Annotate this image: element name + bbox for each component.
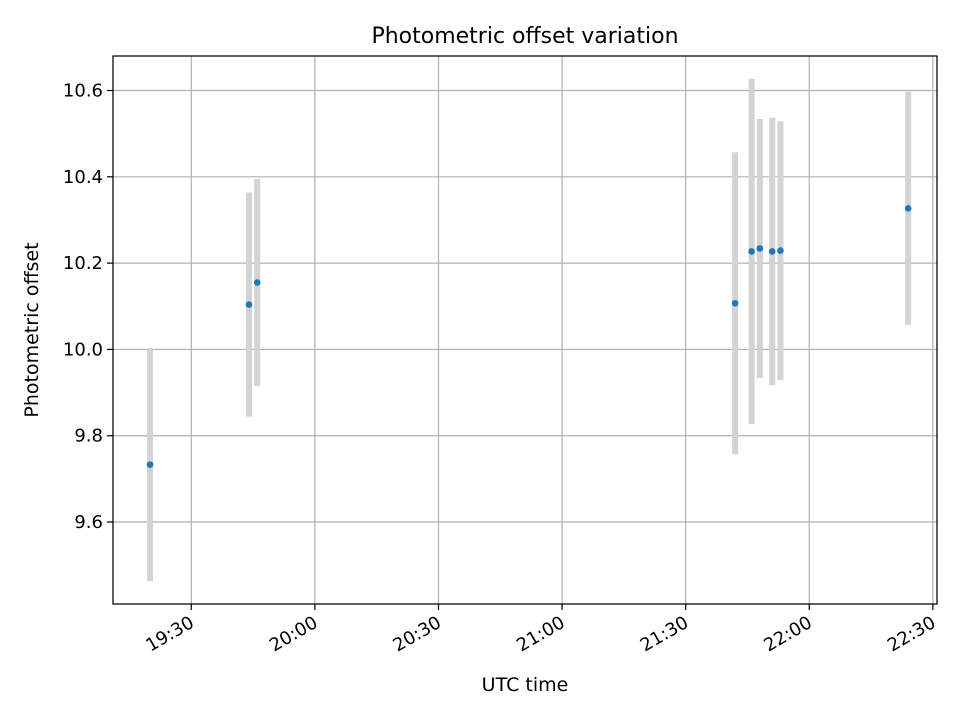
- y-tick-label: 10.0: [63, 339, 103, 360]
- y-tick-label: 9.8: [74, 426, 103, 447]
- x-axis-label: UTC time: [482, 674, 569, 696]
- data-point: [904, 205, 912, 212]
- y-tick-label: 10.6: [63, 81, 103, 102]
- data-point: [245, 301, 253, 308]
- data-point: [777, 247, 784, 254]
- data-point: [731, 299, 739, 307]
- data-point: [756, 245, 764, 252]
- y-tick-label: 9.6: [74, 512, 103, 533]
- data-point: [253, 279, 261, 286]
- plot-area-frame: [112, 55, 938, 605]
- y-tick-label: 10.4: [63, 167, 103, 188]
- data-point: [768, 248, 776, 255]
- y-axis-label: Photometric offset: [21, 242, 43, 417]
- point-layer: [146, 205, 912, 468]
- data-point: [146, 461, 154, 468]
- y-tick-label: 10.2: [63, 253, 103, 274]
- y-axis-ticks: 9.6 9.8 10.0 10.2 10.4 10.6: [63, 81, 113, 533]
- chart-title: Photometric offset variation: [371, 24, 678, 49]
- data-point: [748, 248, 755, 255]
